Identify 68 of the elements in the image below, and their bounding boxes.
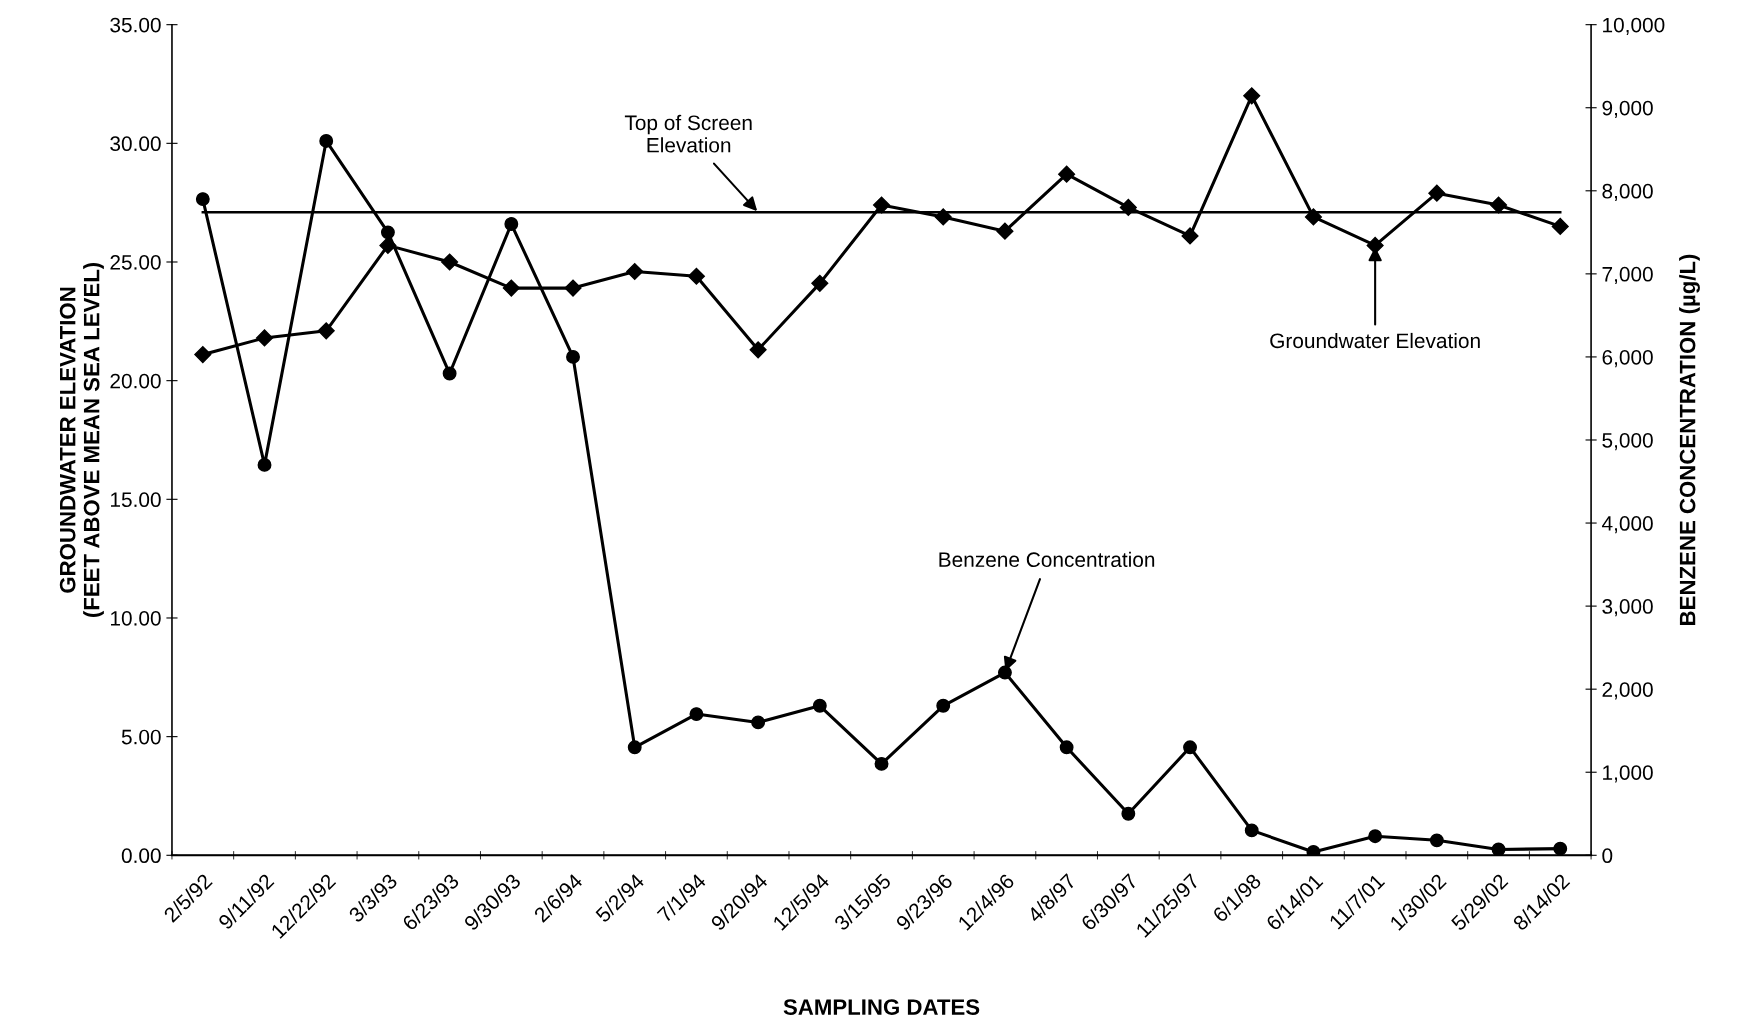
point	[874, 756, 889, 771]
y2-tick-label: 6,000	[1602, 349, 1653, 368]
point	[1366, 236, 1384, 254]
point	[996, 222, 1014, 240]
point	[687, 267, 705, 285]
point	[1058, 165, 1076, 183]
point	[1429, 833, 1444, 848]
y2-tick-label: 1,000	[1603, 765, 1653, 783]
y-tick-label: 5.00	[121, 729, 161, 745]
point	[194, 345, 212, 364]
point	[627, 740, 642, 755]
annotation: Groundwater Elevation	[1270, 332, 1480, 349]
point	[1304, 208, 1322, 226]
point	[812, 698, 827, 713]
point	[1428, 184, 1446, 202]
y-tick-label: 0.00	[121, 848, 161, 864]
y-tick-label: 35.00	[110, 17, 161, 33]
point	[1244, 823, 1259, 838]
point	[1059, 740, 1074, 755]
y2-tick-label: 7,000	[1602, 266, 1653, 285]
point	[1491, 842, 1506, 856]
point	[1183, 740, 1197, 755]
annotation: Top of Screen Elevation	[624, 114, 752, 153]
point	[1551, 217, 1569, 235]
y2-tick-label: 9,000	[1602, 100, 1653, 118]
point	[380, 225, 395, 240]
y2-tick-label: 4,000	[1601, 516, 1653, 534]
point	[626, 262, 644, 281]
y2-tick-label: 10,000	[1603, 17, 1665, 35]
point	[1306, 845, 1321, 856]
y2-tick-label: 3,000	[1602, 599, 1653, 617]
point	[1489, 196, 1508, 214]
point	[255, 329, 274, 347]
point	[749, 341, 767, 359]
y2-tick-label: 8,000	[1602, 183, 1653, 202]
y2-tick-label: 2,000	[1602, 682, 1653, 700]
y2-tick-label: 0	[1602, 848, 1613, 864]
point	[1368, 829, 1383, 844]
point	[811, 274, 829, 292]
y-tick-label: 25.00	[110, 254, 161, 270]
y2-axis-title: BENZENE CONCENTRATION (µg/L)	[1679, 254, 1700, 625]
point	[195, 192, 210, 207]
point	[689, 707, 704, 722]
point	[997, 665, 1012, 680]
point	[1243, 87, 1261, 105]
annotation: Benzene Concentration	[939, 551, 1155, 568]
point	[441, 253, 459, 271]
y-tick-label: 10.00	[111, 610, 161, 626]
point	[317, 322, 335, 340]
point	[1181, 227, 1199, 245]
y2-tick-label: 5,000	[1602, 432, 1653, 451]
point	[442, 366, 457, 381]
point	[936, 698, 951, 713]
point	[1121, 806, 1136, 821]
point	[566, 349, 580, 364]
y-axis-title: GROUNDWATER ELEVATION (FEET ABOVE MEAN SEA LEVEL)	[59, 262, 104, 618]
point	[564, 279, 582, 297]
point	[1553, 841, 1568, 856]
point	[257, 457, 272, 472]
point	[502, 279, 520, 297]
point	[504, 217, 519, 231]
y-tick-label: 15.00	[111, 492, 161, 508]
point	[751, 715, 766, 730]
y-tick-label: 20.00	[110, 373, 161, 389]
x-axis-title: SAMPLING DATES	[783, 999, 980, 1015]
y-tick-label: 30.00	[110, 136, 161, 152]
point	[319, 134, 334, 148]
point	[872, 196, 891, 214]
